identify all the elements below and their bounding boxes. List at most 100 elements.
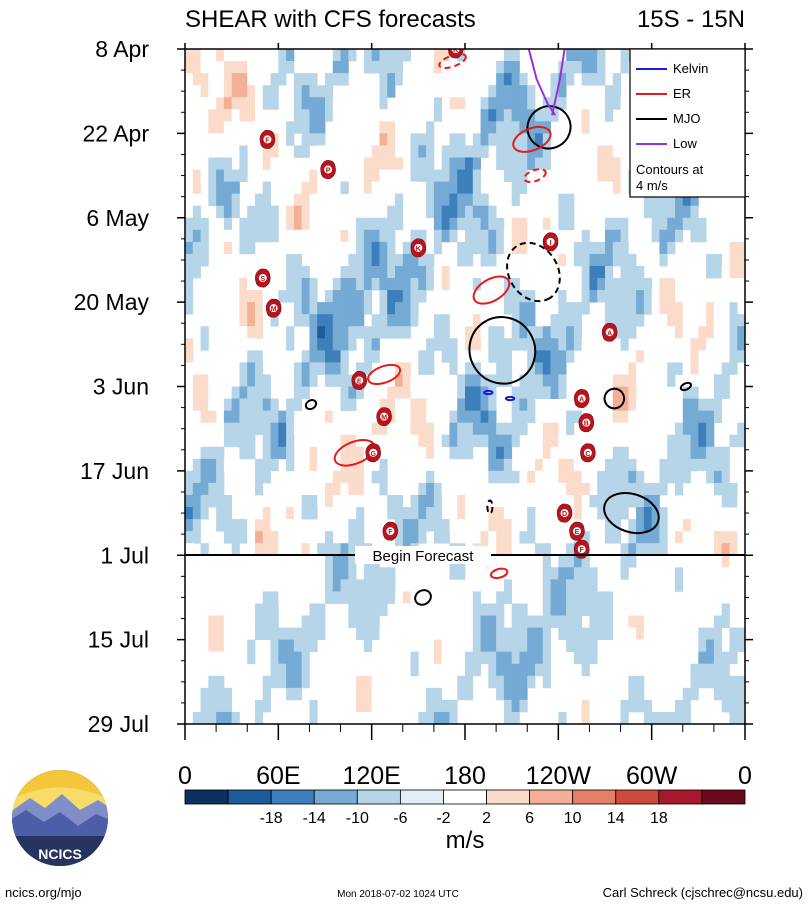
shading-cell — [208, 398, 217, 412]
shading-cell — [410, 229, 419, 243]
shading-cell — [605, 229, 614, 243]
shading-cell — [581, 302, 590, 315]
shading-cell — [395, 603, 404, 616]
shading-cell — [426, 470, 435, 484]
shading-cell — [426, 699, 435, 713]
colorbar-swatch — [443, 789, 487, 805]
shading-cell — [286, 338, 295, 351]
shading-cell — [340, 374, 349, 387]
shading-cell — [200, 85, 209, 98]
shading-cell — [542, 109, 551, 122]
shading-cell — [270, 494, 279, 508]
shading-cell — [612, 374, 621, 387]
shading-cell — [675, 639, 684, 653]
shading-cell — [255, 193, 264, 207]
shading-cell — [340, 314, 349, 327]
shading-cell — [348, 229, 357, 243]
shading-cell — [465, 422, 474, 436]
shading-cell — [503, 470, 513, 484]
shading-cell — [527, 217, 536, 231]
shading-cell — [636, 639, 645, 653]
shading-cell — [441, 651, 450, 665]
shading-cell — [223, 85, 233, 98]
low-track-line — [551, 49, 566, 116]
shading-cell — [185, 531, 194, 544]
shading-cell — [713, 398, 723, 412]
shading-cell — [247, 531, 256, 544]
shading-cell — [340, 109, 349, 122]
shading-cell — [379, 711, 388, 724]
shading-cell — [356, 169, 365, 182]
shading-cell — [488, 290, 497, 303]
shading-cell — [682, 458, 691, 472]
shading-cell — [216, 73, 225, 86]
shading-cell — [651, 458, 660, 472]
shading-cell — [737, 338, 745, 351]
shading-cell — [387, 265, 396, 279]
shading-cell — [332, 290, 341, 303]
shading-cell — [612, 519, 621, 532]
shading-cell — [231, 434, 240, 448]
shading-cell — [581, 470, 590, 484]
shading-cell — [496, 157, 505, 170]
storm-marker-letter: K — [453, 47, 458, 54]
shading-cell — [472, 157, 481, 170]
shading-cell — [488, 675, 497, 689]
shading-cell — [589, 73, 598, 86]
shading-cell — [682, 687, 691, 701]
shading-cell — [332, 398, 341, 412]
shading-cell — [262, 193, 271, 207]
shading-cell — [309, 229, 318, 243]
shading-cell — [200, 253, 209, 267]
shading-cell — [255, 470, 264, 484]
shading-cell — [379, 290, 388, 303]
storm-marker-eye — [324, 165, 333, 174]
shading-cell — [332, 217, 341, 231]
shading-cell — [208, 169, 217, 182]
shading-cell — [511, 651, 520, 665]
shading-cell — [293, 362, 303, 375]
shading-cell — [270, 639, 279, 653]
shading-cell — [278, 639, 287, 653]
shading-cell — [200, 338, 209, 351]
shading-cell — [659, 675, 668, 689]
shading-cell — [480, 97, 489, 110]
shading-cell — [192, 494, 201, 508]
shading-cell — [208, 651, 217, 665]
shading-cell — [247, 434, 256, 448]
shading-cell — [410, 615, 419, 628]
shading-cell — [192, 531, 201, 544]
shading-cell — [605, 422, 614, 436]
shading-cell — [317, 205, 326, 219]
shading-cell — [387, 145, 396, 158]
shading-cell — [200, 169, 209, 182]
shading-cell — [317, 193, 326, 207]
shading-cell — [216, 181, 225, 195]
shading-cell — [597, 241, 606, 255]
footer-url[interactable]: ncics.org/mjo — [5, 885, 82, 900]
shading-cell — [581, 265, 590, 279]
shading-cell — [573, 109, 583, 122]
shading-cell — [496, 121, 505, 134]
shading-cell — [682, 278, 691, 291]
shading-cell — [542, 290, 551, 303]
shading-cell — [449, 422, 458, 436]
storm-marker: M — [376, 407, 392, 427]
shading-cell — [713, 543, 723, 556]
shading-cell — [566, 482, 575, 496]
shading-cell — [433, 181, 443, 195]
shading-cell — [387, 169, 396, 182]
colorbar-swatch — [270, 789, 315, 805]
shading-cell — [379, 434, 388, 448]
shading-cell — [395, 302, 404, 315]
shading-cell — [729, 531, 738, 544]
shading-cell — [348, 326, 357, 339]
shading-cell — [317, 627, 326, 641]
storm-marker: D — [556, 503, 573, 523]
shading-cell — [185, 193, 194, 207]
shading-cell — [620, 265, 629, 279]
shading-cell — [636, 651, 645, 665]
shading-cell — [449, 85, 458, 98]
shading-cell — [628, 531, 637, 544]
shading-cell — [410, 205, 419, 219]
